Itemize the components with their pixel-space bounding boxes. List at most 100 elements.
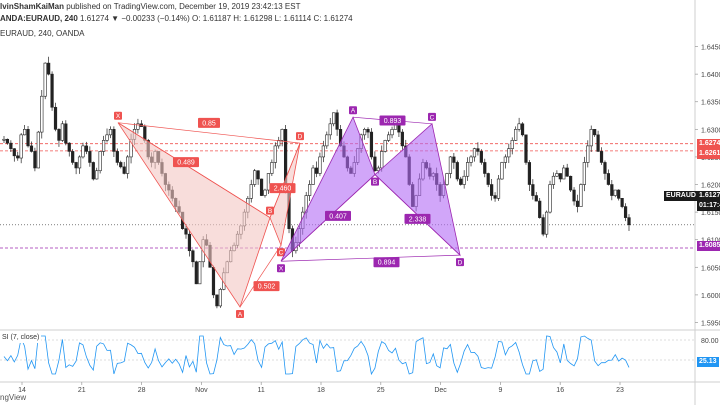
- candle-body: [88, 151, 92, 163]
- candle-body: [448, 156, 453, 174]
- pattern-left-ratio-badge: [198, 117, 220, 128]
- candle-body: [187, 233, 192, 252]
- pattern-left-point-X-badge: [114, 111, 122, 120]
- pattern-left-point-A-label: A: [238, 312, 243, 319]
- rsi-title: SI (7, close): [0, 333, 42, 343]
- candle-body: [490, 184, 494, 196]
- candle-body: [390, 129, 394, 136]
- candle-body: [112, 129, 116, 152]
- pattern-left-point-C-label: C: [279, 250, 284, 257]
- author-name[interactable]: lvinShamKaiMan: [0, 2, 65, 11]
- candle-body: [26, 129, 30, 147]
- candle-body: [483, 162, 487, 174]
- candle-body: [77, 156, 82, 169]
- red-level-tag-2: 1.6261: [697, 149, 720, 159]
- candle-body: [538, 200, 542, 218]
- candle-body: [472, 148, 477, 158]
- pattern-left-point-B-badge: [266, 206, 274, 215]
- candle-body: [325, 134, 329, 147]
- candle-body: [603, 162, 607, 174]
- candle-body: [610, 184, 614, 196]
- candle-body: [36, 131, 40, 169]
- candle-body: [524, 134, 528, 163]
- candle-body: [273, 145, 277, 163]
- candle-body: [452, 156, 456, 163]
- pattern-right-point-X-badge: [277, 264, 285, 273]
- candle-body: [215, 294, 219, 307]
- candle-body: [16, 155, 20, 159]
- price-tick-label: 1.5950: [701, 320, 720, 327]
- candle-body: [479, 151, 483, 163]
- candle-body: [503, 156, 507, 163]
- candle-body: [362, 129, 367, 136]
- time-tick-label: 28: [138, 387, 146, 394]
- pattern-right-ratio-badge: [373, 257, 400, 268]
- pattern-right-point-A-badge: [349, 106, 357, 115]
- pattern-right-ratio-label: 0.407: [329, 213, 347, 220]
- red-level-tag-1: 1.6274: [697, 139, 720, 149]
- candle-body: [569, 175, 573, 191]
- pattern-left-point-D-badge: [296, 132, 304, 141]
- candle-body: [191, 250, 195, 263]
- candle-body: [308, 184, 312, 196]
- publish-text: published on TradingView.com, December 1…: [66, 2, 301, 11]
- pane-title: EURAUD, 240, OANDA: [0, 29, 85, 38]
- time-tick-label: 11: [258, 387, 265, 394]
- candle-body: [263, 189, 267, 196]
- candle-body: [101, 140, 106, 152]
- candle-body: [589, 129, 593, 147]
- candle-body: [108, 129, 113, 136]
- price-tick-label: 1.6150: [701, 210, 720, 217]
- candle-body: [74, 162, 78, 169]
- candle-body: [249, 184, 253, 199]
- candle-body: [606, 173, 610, 185]
- candle-body: [445, 173, 449, 185]
- candle-body: [40, 95, 44, 133]
- candle-body: [548, 184, 552, 213]
- ohlc-values: 1.61274 ▼ −0.00233 (−0.14%) O: 1.61187 H…: [80, 14, 353, 23]
- candle-body: [253, 170, 257, 185]
- candle-body: [119, 162, 123, 168]
- candle-body: [328, 123, 332, 136]
- candle-body: [64, 123, 68, 144]
- symbol-line[interactable]: ANDA:EURAUD, 240: [0, 14, 78, 23]
- candle-body: [122, 166, 126, 174]
- pattern-left-xab-triangle: [117, 122, 271, 308]
- candle-body: [194, 261, 198, 285]
- candle-body: [115, 151, 119, 163]
- pattern-left-ratio-label: 0.489: [177, 160, 195, 167]
- pattern-left-point-X-label: X: [116, 113, 121, 120]
- pattern-left-point-A-badge: [236, 310, 244, 319]
- candle-body: [579, 184, 583, 207]
- price-tick-label: 1.6200: [701, 183, 720, 190]
- candle-body: [266, 173, 271, 191]
- candle-body: [380, 151, 384, 169]
- candle-body: [551, 175, 556, 185]
- candle-body: [565, 167, 569, 177]
- candle-body: [33, 151, 37, 169]
- time-tick-label: Nov: [195, 387, 208, 394]
- candle-body: [270, 162, 274, 174]
- candle-body: [95, 170, 99, 180]
- candle-body: [469, 156, 473, 163]
- pattern-left-point-B-label: B: [268, 208, 272, 215]
- candle-body: [280, 129, 284, 141]
- candle-body: [496, 178, 501, 199]
- countdown-tag: 01:17:4: [697, 201, 720, 211]
- candle-body: [617, 189, 621, 199]
- time-tick-label: 9: [498, 387, 502, 394]
- pattern-right-ratio-label: 0.894: [378, 260, 396, 267]
- candle-body: [5, 138, 10, 144]
- price-tick-label: 1.6450: [701, 45, 720, 52]
- candle-body: [321, 145, 325, 158]
- pattern-left-ratio-label: 2.460: [274, 186, 292, 193]
- publish-line: lvinShamKaiMan published on TradingView.…: [0, 2, 300, 11]
- candle-body: [136, 123, 140, 130]
- pattern-right-ratio-badge: [379, 115, 406, 126]
- candle-body: [105, 134, 109, 141]
- candle-body: [400, 131, 404, 147]
- candle-body: [29, 145, 34, 152]
- candle-body: [387, 134, 391, 141]
- candle-body: [582, 162, 586, 185]
- candle-body: [596, 134, 600, 152]
